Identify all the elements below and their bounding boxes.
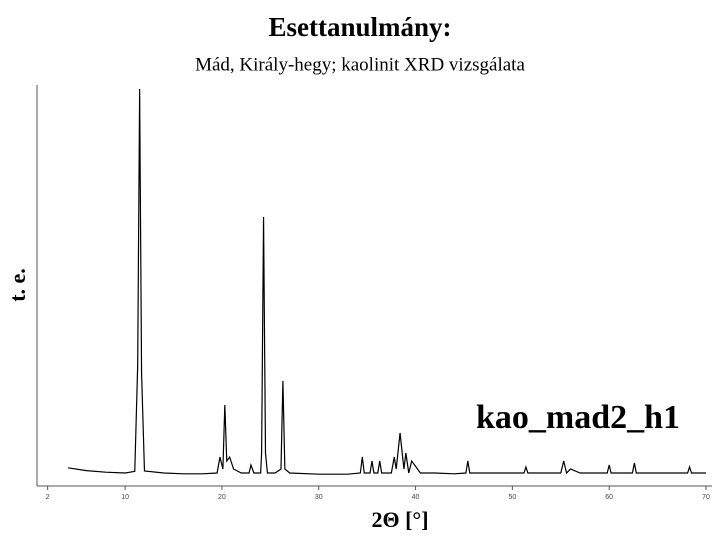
x-tick-label: 50 xyxy=(508,494,516,501)
x-tick-label: 70 xyxy=(702,494,710,501)
x-axis-label: 2Θ [°] xyxy=(371,507,428,532)
x-tick-label: 10 xyxy=(121,494,129,501)
x-tick-label: 20 xyxy=(218,494,226,501)
x-tick-label: 30 xyxy=(315,494,323,501)
y-axis-label: t. e. xyxy=(5,268,30,302)
x-tick-label: 40 xyxy=(412,494,420,501)
x-tick-label: 60 xyxy=(605,494,613,501)
data-line xyxy=(67,88,706,475)
annotation: kao_mad2_h1 xyxy=(476,399,680,436)
x-tick-label: 2 xyxy=(46,494,50,501)
chart-subtitle: Mád, Király-hegy; kaolinit XRD vizsgálat… xyxy=(195,54,525,75)
chart-title: Esettanulmány: xyxy=(268,12,451,42)
